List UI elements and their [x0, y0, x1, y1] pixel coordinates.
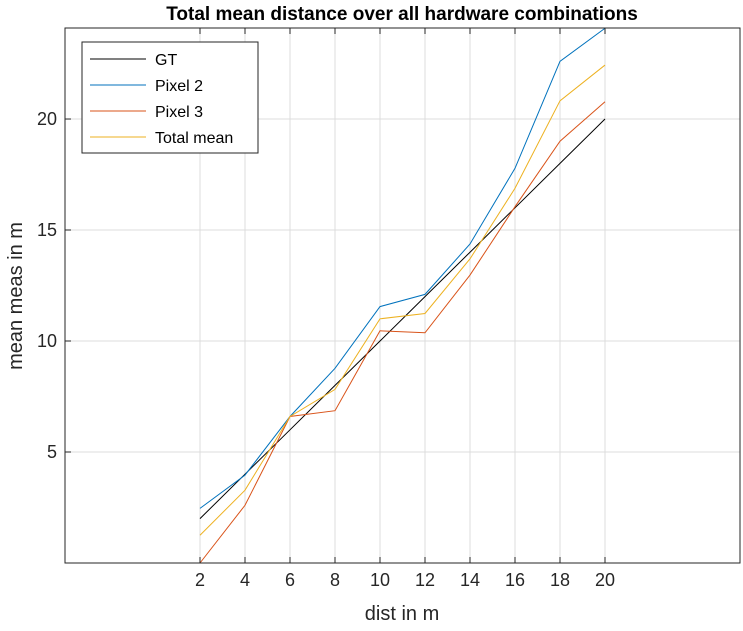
legend-entry: GT [155, 52, 177, 69]
x-tick-label: 6 [285, 570, 295, 590]
grid-lines [65, 28, 740, 563]
legend-entry: Total mean [155, 130, 233, 147]
x-tick-label: 14 [460, 570, 480, 590]
series-lines [199, 27, 606, 564]
x-tick-label: 18 [550, 570, 570, 590]
axes-frame [64, 27, 741, 564]
ticks: 2 4 6 8 10 12 14 16 18 20 5 10 15 20 [37, 28, 615, 590]
legend: GT Pixel 2 Pixel 3 Total mean [81, 41, 259, 154]
x-axis-label: dist in m [365, 603, 439, 625]
y-tick-label: 10 [37, 331, 57, 351]
x-tick-label: 4 [240, 570, 250, 590]
x-tick-label: 12 [415, 570, 435, 590]
y-tick-label: 5 [47, 442, 57, 462]
x-tick-label: 16 [505, 570, 525, 590]
series-line-pixel-3 [199, 101, 606, 564]
y-axis-label: mean meas in m [5, 222, 27, 370]
y-tick-label: 15 [37, 220, 57, 240]
x-tick-label: 2 [195, 570, 205, 590]
legend-entry: Pixel 2 [155, 78, 203, 95]
x-tick-label: 10 [370, 570, 390, 590]
y-tick-label: 20 [37, 109, 57, 129]
series-line-pixel-2 [199, 27, 606, 509]
legend-entry: Pixel 3 [155, 104, 203, 121]
series-line-gt [199, 118, 606, 519]
chart-title: Total mean distance over all hardware co… [166, 4, 638, 25]
x-tick-label: 20 [595, 570, 615, 590]
series-line-total-mean [199, 64, 606, 536]
x-tick-label: 8 [330, 570, 340, 590]
legend-box [81, 41, 259, 154]
